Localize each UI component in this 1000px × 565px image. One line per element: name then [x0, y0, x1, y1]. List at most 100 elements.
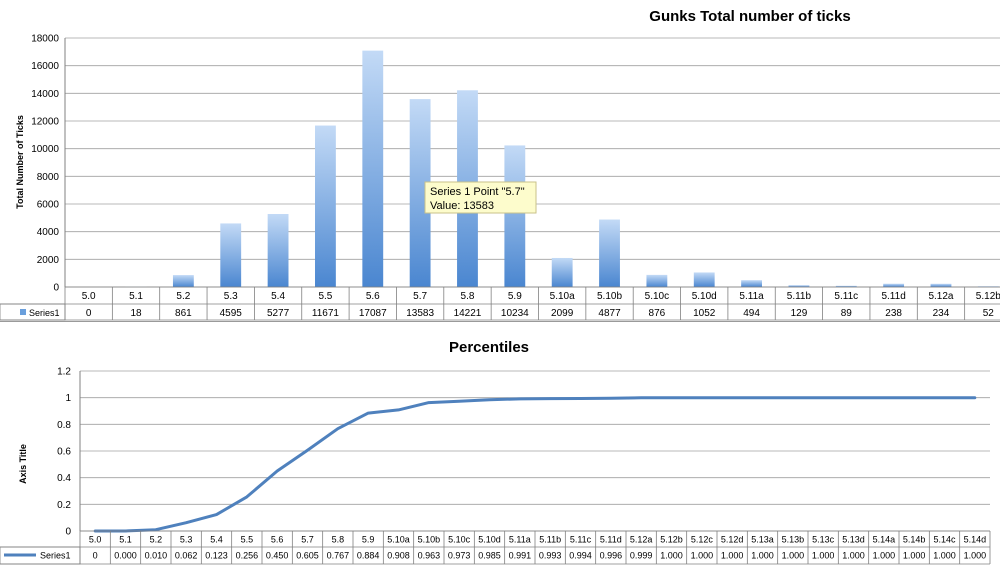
tooltip-value: Value: 13583: [430, 200, 494, 212]
table-value: 0.963: [418, 551, 441, 561]
category-label: 5.11a: [739, 291, 764, 302]
category-label: 5.10b: [597, 291, 622, 302]
table-value: 861: [175, 308, 192, 319]
y-tick-label: 18000: [31, 34, 59, 45]
category-label: 5.7: [413, 291, 427, 302]
table-value: 1.000: [903, 551, 926, 561]
table-value: 4877: [598, 308, 621, 319]
category-label: 5.7: [301, 535, 314, 545]
category-label: 5.13a: [751, 535, 774, 545]
category-label: 5.14a: [873, 535, 896, 545]
table-value: 0.062: [175, 551, 198, 561]
category-label: 5.13b: [782, 535, 805, 545]
table-value: 17087: [359, 308, 387, 319]
table-value: 1.000: [933, 551, 956, 561]
category-label: 5.0: [89, 535, 102, 545]
category-label: 5.14b: [903, 535, 926, 545]
table-value: 0.996: [600, 551, 623, 561]
table-value: 1.000: [721, 551, 744, 561]
bar[interactable]: [504, 145, 526, 287]
chart1-title: Gunks Total number of ticks: [649, 8, 850, 25]
category-label: 5.14d: [964, 535, 987, 545]
table-value: 0.994: [569, 551, 592, 561]
category-label: 5.12b: [976, 291, 1000, 302]
table-value: 11671: [312, 308, 340, 319]
category-label: 5.1: [129, 291, 143, 302]
table-value: 494: [743, 308, 760, 319]
table-value: 2099: [551, 308, 574, 319]
y-tick-label: 6000: [37, 200, 60, 211]
bar[interactable]: [551, 257, 573, 287]
table-value: 0.000: [114, 551, 137, 561]
y-tick-label: 0.8: [57, 420, 71, 431]
category-label: 5.6: [271, 535, 284, 545]
category-label: 5.11c: [570, 535, 592, 545]
category-label: 5.11b: [539, 535, 561, 545]
series-line[interactable]: [93, 396, 977, 533]
table-value: 1.000: [964, 551, 987, 561]
category-label: 5.13d: [842, 535, 865, 545]
table-value: 0: [86, 308, 92, 319]
table-value: 0.605: [296, 551, 319, 561]
category-label: 5.6: [366, 291, 380, 302]
bar[interactable]: [362, 50, 384, 287]
category-label: 5.13c: [812, 535, 835, 545]
y-tick-label: 0: [65, 527, 71, 538]
bar[interactable]: [741, 280, 762, 287]
table-value: 1052: [693, 308, 716, 319]
chart2-y-axis-title: Axis Title: [18, 444, 28, 484]
table-value: 10234: [501, 308, 529, 319]
category-label: 5.10a: [550, 291, 575, 302]
y-tick-label: 16000: [31, 61, 59, 72]
category-label: 5.3: [180, 535, 193, 545]
bar[interactable]: [267, 214, 289, 287]
table-value: 1.000: [873, 551, 896, 561]
category-label: 5.8: [461, 291, 475, 302]
legend-series-name: Series1: [40, 551, 71, 561]
category-label: 5.12c: [691, 535, 714, 545]
bar[interactable]: [883, 283, 905, 287]
table-value: 0.010: [145, 551, 168, 561]
y-tick-label: 0.6: [57, 447, 71, 458]
table-value: 0.991: [509, 551, 532, 561]
data-point-tooltip: Series 1 Point "5.7" Value: 13583: [424, 181, 537, 214]
bar[interactable]: [220, 223, 242, 287]
category-label: 5.11d: [881, 291, 905, 302]
category-label: 5.11d: [600, 535, 622, 545]
category-label: 5.5: [241, 535, 254, 545]
table-value: 0.450: [266, 551, 289, 561]
table-value: 0.767: [327, 551, 350, 561]
table-value: 1.000: [691, 551, 714, 561]
table-value: 18: [130, 308, 142, 319]
category-label: 5.11b: [787, 291, 812, 302]
table-value: 0.884: [357, 551, 380, 561]
table-value: 52: [983, 308, 995, 319]
table-value: 0.973: [448, 551, 471, 561]
tooltip-series-point: Series 1 Point "5.7": [430, 186, 525, 198]
percentile-line-chart: Percentiles Axis Title 0 0.2 0.4 0.6 0.8 1 1.2…: [0, 339, 991, 565]
y-tick-label: 8000: [37, 172, 60, 183]
category-label: 5.10c: [645, 291, 669, 302]
bar[interactable]: [315, 125, 336, 287]
category-label: 5.8: [332, 535, 345, 545]
bar[interactable]: [693, 272, 715, 287]
table-value: 1.000: [751, 551, 774, 561]
bar[interactable]: [930, 283, 952, 287]
bar[interactable]: [788, 285, 810, 287]
category-label: 5.2: [176, 291, 190, 302]
bar[interactable]: [835, 285, 857, 287]
table-value: 5277: [267, 308, 290, 319]
category-label: 5.2: [150, 535, 163, 545]
table-value: 4595: [220, 308, 243, 319]
bar[interactable]: [599, 219, 620, 287]
bar[interactable]: [646, 274, 668, 287]
y-tick-label: 0.2: [57, 500, 71, 511]
y-tick-label: 1: [65, 393, 71, 404]
category-label: 5.10a: [387, 535, 410, 545]
bar[interactable]: [172, 275, 194, 287]
table-value: 1.000: [660, 551, 683, 561]
bar[interactable]: [409, 99, 431, 287]
category-label: 5.0: [82, 291, 96, 302]
category-label: 5.12a: [928, 291, 953, 302]
y-tick-label: 4000: [37, 227, 60, 238]
